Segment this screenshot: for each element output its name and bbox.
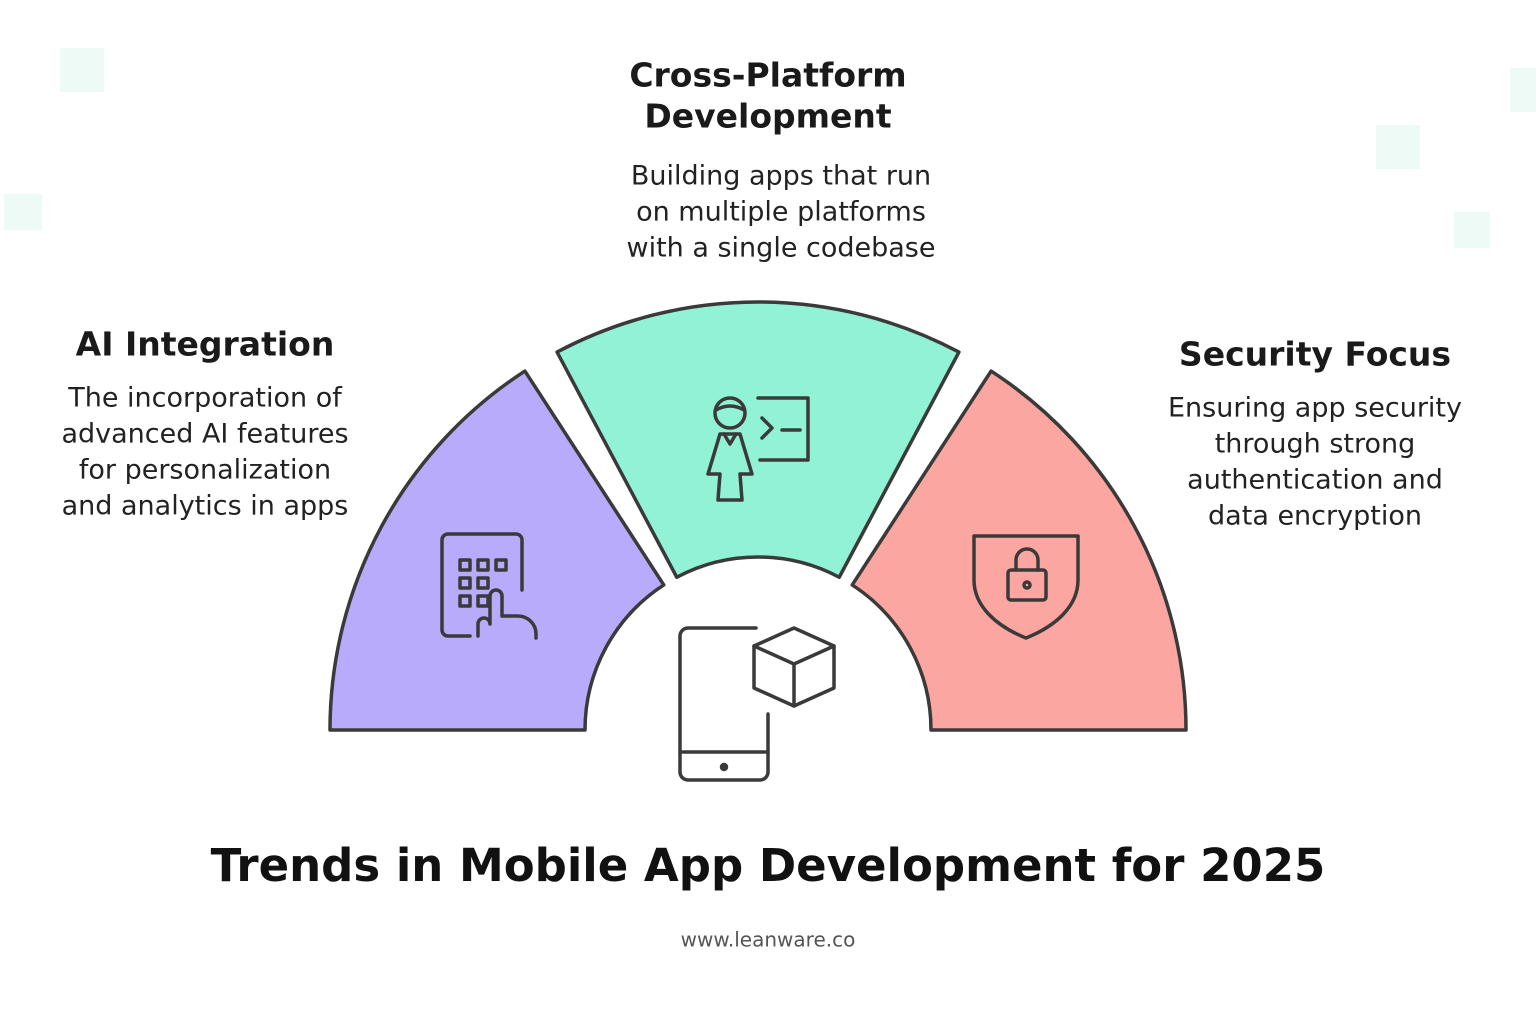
developer-icon [706,396,810,502]
segments [328,300,1188,732]
item-description: and analytics in apps [62,491,349,522]
item-title: Security Focus [1179,335,1451,374]
item-title: AI Integration [76,325,335,364]
item-title: Development [644,97,892,136]
shield-icon [972,534,1080,640]
keypad-icon [440,532,538,640]
item-description: for personalization [79,455,331,486]
item-title: Cross-Platform [629,56,906,95]
item-description: with a single codebase [627,233,936,264]
segment [328,369,666,732]
item-description: Ensuring app security [1168,393,1462,424]
main-title: Trends in Mobile App Development for 202… [211,839,1326,892]
footer-url: www.leanware.co [681,928,856,952]
item-description: The incorporation of [67,383,343,414]
item-description: data encryption [1208,501,1422,532]
segment [555,300,961,579]
item-description: through strong [1215,429,1416,460]
item-description: Building apps that run [631,161,931,192]
item-description: advanced AI features [61,419,348,450]
decor [4,48,1536,248]
item-description: on multiple platforms [636,197,926,228]
phone-cube-icon [678,626,836,782]
item-description: authentication and [1187,465,1443,496]
